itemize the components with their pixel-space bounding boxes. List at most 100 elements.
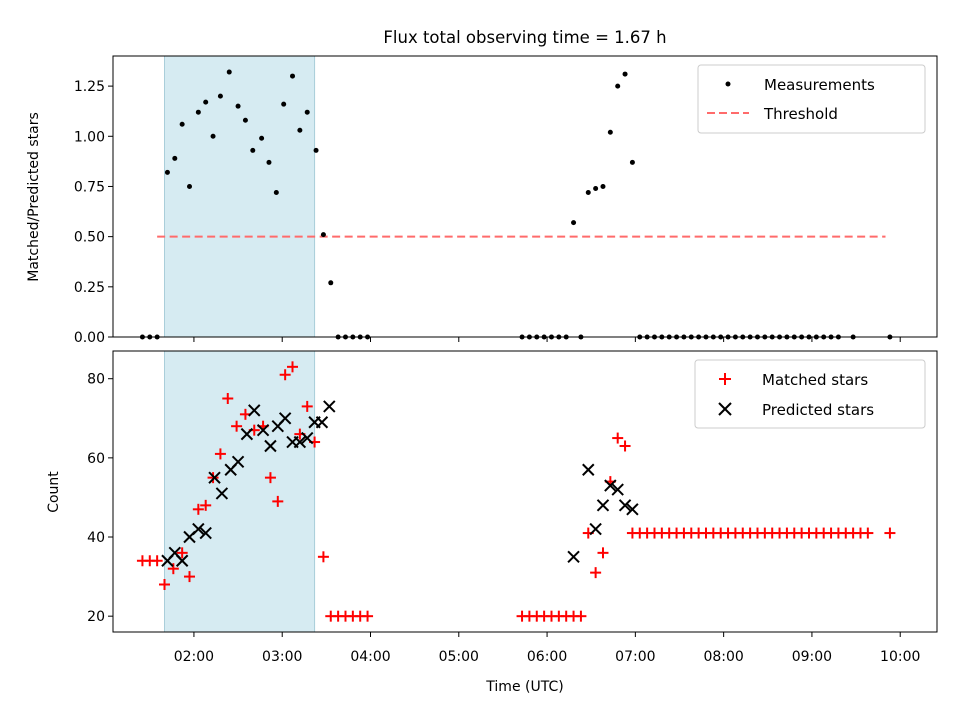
- predicted-star-point: [231, 455, 245, 469]
- matched-star-point: [159, 579, 170, 591]
- matched-star-point: [272, 495, 284, 507]
- predicted-star-point: [301, 431, 314, 445]
- bottom-x-axis-label: Time (UTC): [485, 679, 563, 695]
- legend-matched-label: Matched stars: [762, 371, 868, 389]
- matched-star-point: [207, 472, 219, 484]
- predicted-star-point: [293, 435, 307, 449]
- measurement-point: [172, 155, 178, 161]
- measurement-point: [622, 71, 628, 77]
- matched-star-point: [612, 432, 624, 444]
- top-highlight-span: [164, 55, 316, 338]
- top-y-axis: 0.00 0.25 0.50 0.75 1.00 1.25: [74, 79, 113, 346]
- y-tick-label: 60: [87, 451, 105, 467]
- legend-predicted-label: Predicted stars: [762, 401, 874, 419]
- top-legend-box: [697, 64, 926, 134]
- x-tick-label: 09:00: [792, 649, 832, 665]
- matched-star-point: [884, 527, 896, 539]
- measurement-point: [179, 121, 185, 127]
- measurement-point: [210, 133, 216, 139]
- measurement-point: [273, 189, 279, 195]
- predicted-star-point: [323, 400, 336, 413]
- measurement-point: [235, 103, 241, 109]
- matched-star-point: [575, 610, 587, 622]
- y-tick-label: 0.00: [74, 330, 105, 346]
- measurement-point: [242, 117, 248, 123]
- bottom-plot-frame: [112, 350, 938, 633]
- matched-star-point: [264, 472, 276, 484]
- predicted-star-point: [208, 471, 221, 484]
- bottom-y-axis: 20 40 60 80: [87, 372, 113, 625]
- measurement-point: [217, 93, 223, 99]
- matched-star-point: [192, 503, 204, 515]
- matched-star-point: [231, 420, 243, 432]
- predicted-star-point: [618, 499, 632, 512]
- measurement-point: [259, 135, 265, 141]
- measurement-point: [593, 185, 599, 191]
- legend-predicted-marker: [718, 402, 732, 416]
- matched-star-point: [214, 448, 226, 460]
- measurement-point: [164, 169, 170, 175]
- y-tick-label: 0.75: [74, 179, 105, 195]
- x-tick-label: 04:00: [350, 649, 390, 665]
- measurement-point: [585, 189, 591, 195]
- legend-threshold-label: Threshold: [763, 105, 838, 123]
- top-y-axis-label: Matched/Predicted stars: [26, 112, 42, 282]
- x-tick-label: 06:00: [527, 649, 567, 665]
- measurement-point: [629, 159, 635, 165]
- bottom-x-axis: 02:00 03:00 04:00 05:00 06:00 07:00 08:00 09:00…: [174, 632, 920, 665]
- matched-star-point: [619, 440, 631, 452]
- x-tick-label: 03:00: [262, 649, 302, 665]
- bottom-highlight-span: [164, 350, 316, 633]
- measurement-point: [313, 147, 319, 153]
- matched-star-point: [167, 563, 179, 575]
- matched-star-point: [176, 547, 188, 559]
- y-tick-label: 1.25: [74, 79, 105, 95]
- measurement-point: [571, 220, 577, 226]
- measurement-point: [615, 83, 621, 89]
- matched-star-point: [151, 555, 163, 567]
- matched-star-point: [184, 571, 196, 583]
- matched-star-point: [200, 499, 212, 511]
- measurement-point: [328, 280, 334, 286]
- predicted-star-point: [199, 526, 212, 540]
- matched-star-point: [222, 392, 234, 404]
- matched-star-point: [862, 527, 874, 539]
- matched-star-point: [317, 551, 329, 563]
- x-tick-label: 02:00: [174, 649, 214, 665]
- y-tick-label: 80: [87, 372, 105, 388]
- matched-star-point: [362, 610, 374, 622]
- measurement-point: [600, 183, 606, 189]
- legend-measurements-label: Measurements: [764, 76, 875, 94]
- y-tick-label: 0.25: [74, 280, 105, 296]
- matched-star-point: [279, 369, 291, 381]
- measurement-point: [195, 109, 201, 115]
- predicted-star-point: [264, 439, 277, 453]
- top-x-axis-ticks: [193, 337, 901, 342]
- measurement-point: [250, 147, 256, 153]
- matched-star-point: [597, 547, 609, 559]
- predicted-star-point: [215, 487, 229, 500]
- measurement-point: [226, 69, 232, 75]
- x-tick-label: 05:00: [439, 649, 479, 665]
- predicted-star-point: [192, 522, 205, 536]
- matched-star-point: [590, 567, 602, 579]
- bottom-legend: Matched stars Predicted stars: [694, 359, 926, 429]
- legend-measurements-marker: [725, 81, 731, 87]
- x-tick-label: 07:00: [615, 649, 655, 665]
- measurement-point: [607, 129, 613, 135]
- x-tick-label: 08:00: [703, 649, 743, 665]
- measurement-point: [297, 127, 303, 133]
- predicted-star-point: [582, 463, 595, 476]
- predicted-star-point: [248, 404, 261, 417]
- matched-star-point: [287, 361, 299, 373]
- predicted-star-point: [278, 412, 292, 425]
- y-tick-label: 20: [87, 609, 105, 625]
- matched-star-point: [301, 400, 313, 412]
- legend-matched-marker: [719, 373, 731, 385]
- y-tick-label: 1.00: [74, 129, 105, 145]
- measurement-point: [187, 183, 193, 189]
- y-tick-label: 40: [87, 530, 105, 546]
- predicted-star-point: [256, 423, 270, 437]
